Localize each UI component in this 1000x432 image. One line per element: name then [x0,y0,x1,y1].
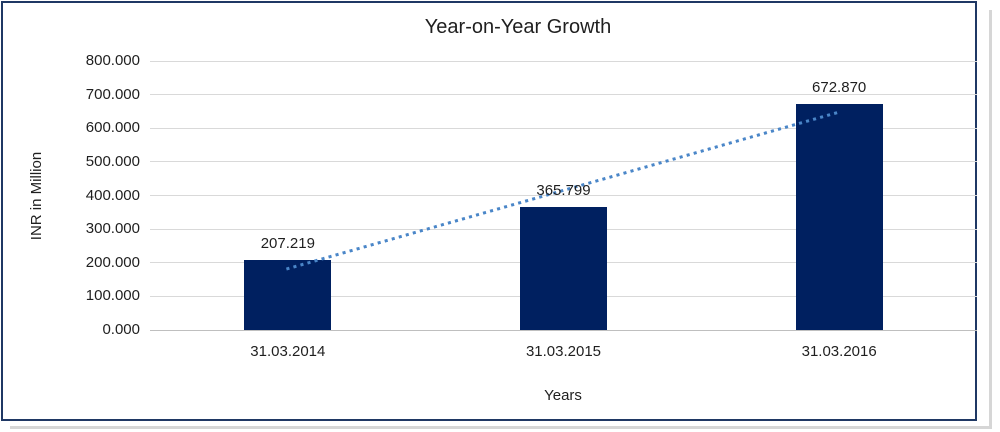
data-label: 672.870 [812,78,867,96]
y-tick-label: 300.000 [85,220,140,238]
y-tick-label: 500.000 [85,152,140,170]
bar-31.03.2014 [244,260,332,330]
y-tick-label: 100.000 [85,287,140,305]
y-tick-label: 0.000 [102,321,140,338]
y-tick-label: 200.000 [85,253,140,271]
y-tick-label: 400.000 [85,186,140,204]
bar-31.03.2015 [520,207,607,330]
bar-31.03.2016 [795,103,883,330]
picture-shadow-bottom [10,426,992,429]
chart-title: Year-on-Year Growth [424,16,612,38]
x-axis-line [150,329,977,331]
data-label: 365.799 [536,182,591,199]
y-tick-label: 600.000 [85,119,140,137]
gridline [150,60,977,62]
x-tick-label: 31.03.2014 [250,343,326,360]
x-tick-label: 31.03.2016 [801,343,877,360]
x-axis-title: Years [544,387,582,404]
picture-shadow-right [989,10,992,429]
gridline [150,94,977,96]
x-tick-label: 31.03.2015 [525,343,602,360]
data-label: 207.219 [260,235,315,253]
y-tick-label: 800.000 [85,52,140,69]
y-tick-label: 700.000 [85,85,140,103]
